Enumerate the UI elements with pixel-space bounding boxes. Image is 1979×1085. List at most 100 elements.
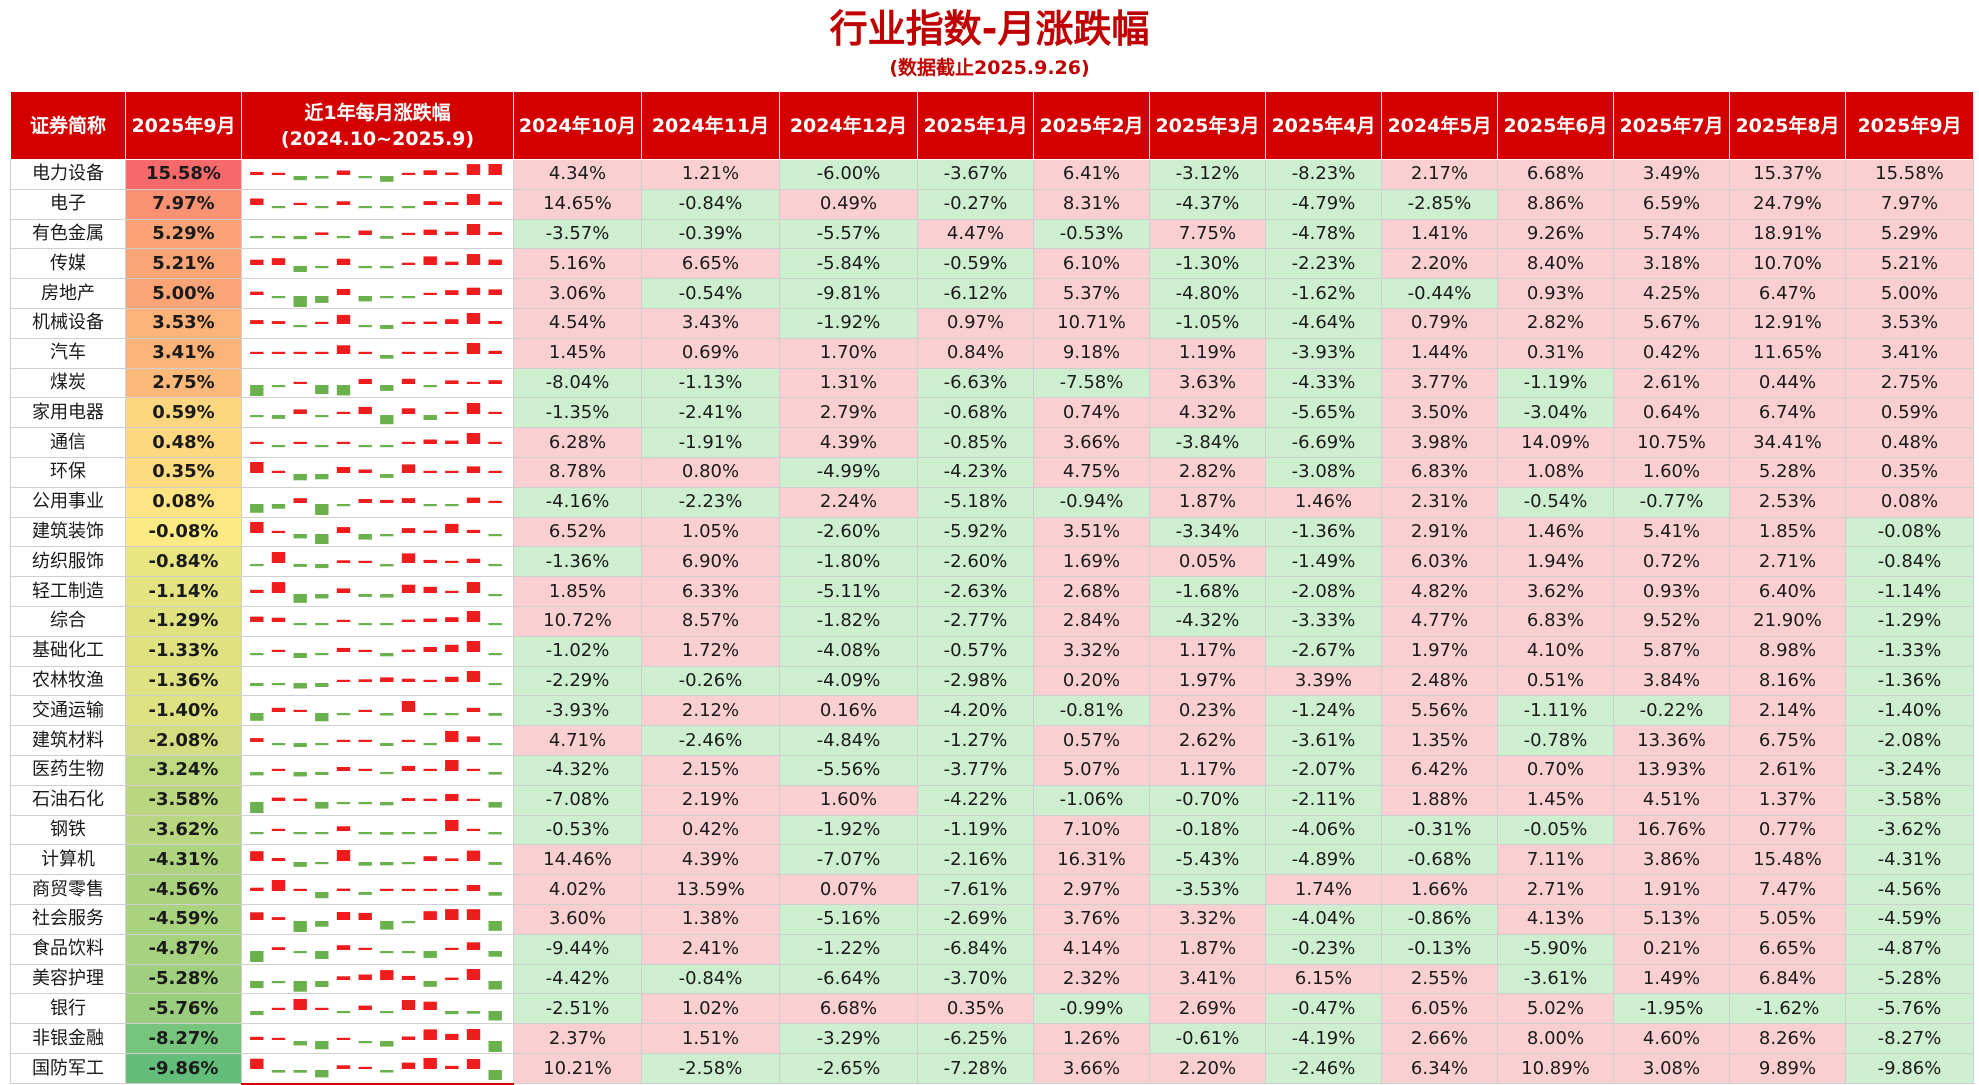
sparkline-bar (315, 563, 329, 568)
col-header-month[interactable]: 2025年9月 (1845, 91, 1974, 160)
col-header-current[interactable]: 2025年9月 (125, 91, 242, 160)
monthly-change-cell: 6.10% (1033, 248, 1150, 280)
monthly-change-cell: -3.53% (1149, 874, 1266, 905)
table-row[interactable]: 基础化工 -1.33% -1.02% 1.72% -4.08% -0.57% 3.32% 1.… (10, 635, 1974, 667)
monthly-change-cell: -0.94% (1033, 486, 1150, 518)
table-row[interactable]: 煤炭 2.75% -8.04% -1.13% 1.31% -6.63% -7.58% 3.63… (10, 367, 1974, 399)
table-row[interactable]: 通信 0.48% 6.28% -1.91% 4.39% -0.85% 3.66% -3.84%… (10, 427, 1974, 458)
table-row[interactable]: 综合 -1.29% 10.72% 8.57% -1.82% -2.77% 2.84% -4.3… (10, 605, 1974, 637)
current-month-value: -4.31% (125, 844, 242, 876)
table-row[interactable]: 农林牧渔 -1.36% -2.29% -0.26% -4.09% -2.98% 0.20% 1… (10, 665, 1974, 697)
table-row[interactable]: 有色金属 5.29% -3.57% -0.39% -5.57% 4.47% -0.53% 7.… (10, 218, 1974, 250)
monthly-change-cell: -7.07% (779, 844, 918, 876)
sparkline-bar (358, 1040, 372, 1043)
table-row[interactable]: 轻工制造 -1.14% 1.85% 6.33% -5.11% -2.63% 2.68% -1.… (10, 576, 1974, 607)
monthly-change-cell: 5.67% (1613, 307, 1730, 339)
sparkline-bar (336, 976, 351, 980)
sparkline-bar (401, 464, 416, 474)
industry-name: 通信 (10, 427, 126, 458)
table-row[interactable]: 美容护理 -5.28% -4.42% -0.84% -6.64% -3.70% 2.32% 3… (10, 963, 1974, 995)
monthly-change-cell: 4.75% (1033, 456, 1150, 488)
monthly-change-cell: 2.14% (1729, 695, 1846, 727)
sparkline-bar (488, 951, 502, 957)
sparkline-cell (241, 427, 514, 458)
col-header-month[interactable]: 2024年12月 (779, 91, 918, 160)
sparkline-bar (445, 440, 459, 444)
col-header-month[interactable]: 2024年10月 (513, 91, 642, 160)
table-row[interactable]: 电力设备 15.58% 4.34% 1.21% -6.00% -3.67% 6.41% -3.… (10, 159, 1974, 190)
table-row[interactable]: 商贸零售 -4.56% 4.02% 13.59% 0.07% -7.61% 2.97% -3.… (10, 874, 1974, 905)
col-header-month[interactable]: 2025年7月 (1613, 91, 1730, 160)
table-row[interactable]: 计算机 -4.31% 14.46% 4.39% -7.07% -2.16% 16.31% -5… (10, 844, 1974, 876)
sparkline-bar (336, 315, 351, 325)
monthly-change-cell: -0.31% (1381, 814, 1498, 846)
monthly-change-cell: -5.90% (1497, 933, 1614, 965)
monthly-change-cell: -2.16% (917, 844, 1034, 876)
monthly-change-cell: 0.16% (779, 695, 918, 727)
monthly-change-cell: 2.17% (1381, 159, 1498, 190)
table-row[interactable]: 社会服务 -4.59% 3.60% 1.38% -5.16% -2.69% 3.76% 3.3… (10, 903, 1974, 935)
col-header-month[interactable]: 2025年4月 (1265, 91, 1382, 160)
col-header-sparkline[interactable]: 近1年每月涨跌幅 (2024.10~2025.9) (241, 91, 514, 160)
table-row[interactable]: 银行 -5.76% -2.51% 1.02% 6.68% 0.35% -0.99% 2.69%… (10, 993, 1974, 1025)
col-header-month[interactable]: 2025年3月 (1149, 91, 1266, 160)
col-header-month[interactable]: 2025年2月 (1033, 91, 1150, 160)
sparkline-bar (336, 826, 351, 831)
sparkline-bar (336, 258, 351, 265)
sparkline-bar (466, 432, 481, 444)
sparkline-bar (271, 769, 286, 772)
table-row[interactable]: 房地产 5.00% 3.06% -0.54% -9.81% -6.12% 5.37% -4.8… (10, 278, 1974, 309)
sparkline-bar (271, 618, 286, 623)
col-header-month[interactable]: 2024年5月 (1381, 91, 1498, 160)
sparkline-chart (250, 497, 502, 516)
sparkline-bar (380, 414, 394, 424)
table-row[interactable]: 建筑材料 -2.08% 4.71% -2.46% -4.84% -1.27% 0.57% 2.… (10, 725, 1974, 756)
sparkline-bar (336, 1037, 351, 1040)
monthly-change-cell: 3.51% (1033, 516, 1150, 548)
table-row[interactable]: 石油石化 -3.58% -7.08% 2.19% 1.60% -4.22% -1.06% -0… (10, 784, 1974, 816)
industry-name: 交通运输 (10, 695, 126, 727)
table-row[interactable]: 机械设备 3.53% 4.54% 3.43% -1.92% 0.97% 10.71% -1.0… (10, 307, 1974, 339)
table-row[interactable]: 纺织服饰 -0.84% -1.36% 6.90% -1.80% -2.60% 1.69% 0.… (10, 546, 1974, 578)
sparkline-bar (380, 563, 394, 567)
monthly-change-cell: -1.82% (779, 605, 918, 637)
table-row[interactable]: 交通运输 -1.40% -3.93% 2.12% 0.16% -4.20% -0.81% 0.… (10, 695, 1974, 727)
table-row[interactable]: 电子 7.97% 14.65% -0.84% 0.49% -0.27% 8.31% -4.37… (10, 188, 1974, 220)
col-header-month[interactable]: 2025年1月 (917, 91, 1034, 160)
col-header-name[interactable]: 证券简称 (10, 91, 126, 160)
sparkline-bar (488, 441, 502, 444)
sparkline-bar (293, 798, 307, 802)
sparkline-cell (241, 576, 514, 607)
sparkline-bar (358, 679, 372, 682)
sparkline-bar (293, 235, 307, 240)
current-month-value: -2.08% (125, 725, 242, 756)
table-row[interactable]: 国防军工 -9.86% 10.21% -2.58% -2.65% -7.28% 3.66% 2… (10, 1052, 1974, 1085)
col-header-month[interactable]: 2024年11月 (641, 91, 780, 160)
sparkline-bar (336, 411, 351, 414)
col-header-month[interactable]: 2025年8月 (1729, 91, 1846, 160)
monthly-change-cell: 5.05% (1729, 903, 1846, 935)
monthly-change-cell: -5.84% (779, 248, 918, 280)
monthly-change-cell: -4.80% (1149, 278, 1266, 309)
table-row[interactable]: 家用电器 0.59% -1.35% -2.41% 2.79% -0.68% 0.74% 4.3… (10, 397, 1974, 429)
table-row[interactable]: 环保 0.35% 8.78% 0.80% -4.99% -4.23% 4.75% 2.82% -… (10, 456, 1974, 488)
current-month-value: -4.59% (125, 903, 242, 935)
industry-name: 农林牧渔 (10, 665, 126, 697)
table-row[interactable]: 非银金融 -8.27% 2.37% 1.51% -3.29% -6.25% 1.26% -0.… (10, 1023, 1974, 1054)
col-header-month[interactable]: 2025年6月 (1497, 91, 1614, 160)
sparkline-bar (488, 831, 502, 835)
monthly-change-cell: 5.28% (1729, 456, 1846, 488)
monthly-change-cell: 0.51% (1497, 665, 1614, 697)
table-row[interactable]: 钢铁 -3.62% -0.53% 0.42% -1.92% -1.19% 7.10% -0.1… (10, 814, 1974, 846)
sparkline-bar (423, 769, 437, 772)
table-row[interactable]: 食品饮料 -4.87% -9.44% 2.41% -1.22% -6.84% 4.14% 1.… (10, 933, 1974, 965)
table-row[interactable]: 医药生物 -3.24% -4.32% 2.15% -5.56% -3.77% 5.07% 1.… (10, 754, 1974, 786)
monthly-change-cell: 0.80% (641, 456, 780, 488)
table-row[interactable]: 汽车 3.41% 1.45% 0.69% 1.70% 0.84% 9.18% 1.19% -3.… (10, 337, 1974, 369)
table-row[interactable]: 建筑装饰 -0.08% 6.52% 1.05% -2.60% -5.92% 3.51% -3.… (10, 516, 1974, 548)
table-row[interactable]: 公用事业 0.08% -4.16% -2.23% 2.24% -5.18% -0.94% 1.… (10, 486, 1974, 518)
table-row[interactable]: 传媒 5.21% 5.16% 6.65% -5.84% -0.59% 6.10% -1.30%… (10, 248, 1974, 280)
monthly-change-cell: -4.04% (1265, 903, 1382, 935)
sparkline-bar (380, 444, 394, 447)
sparkline-bar (380, 1010, 394, 1013)
